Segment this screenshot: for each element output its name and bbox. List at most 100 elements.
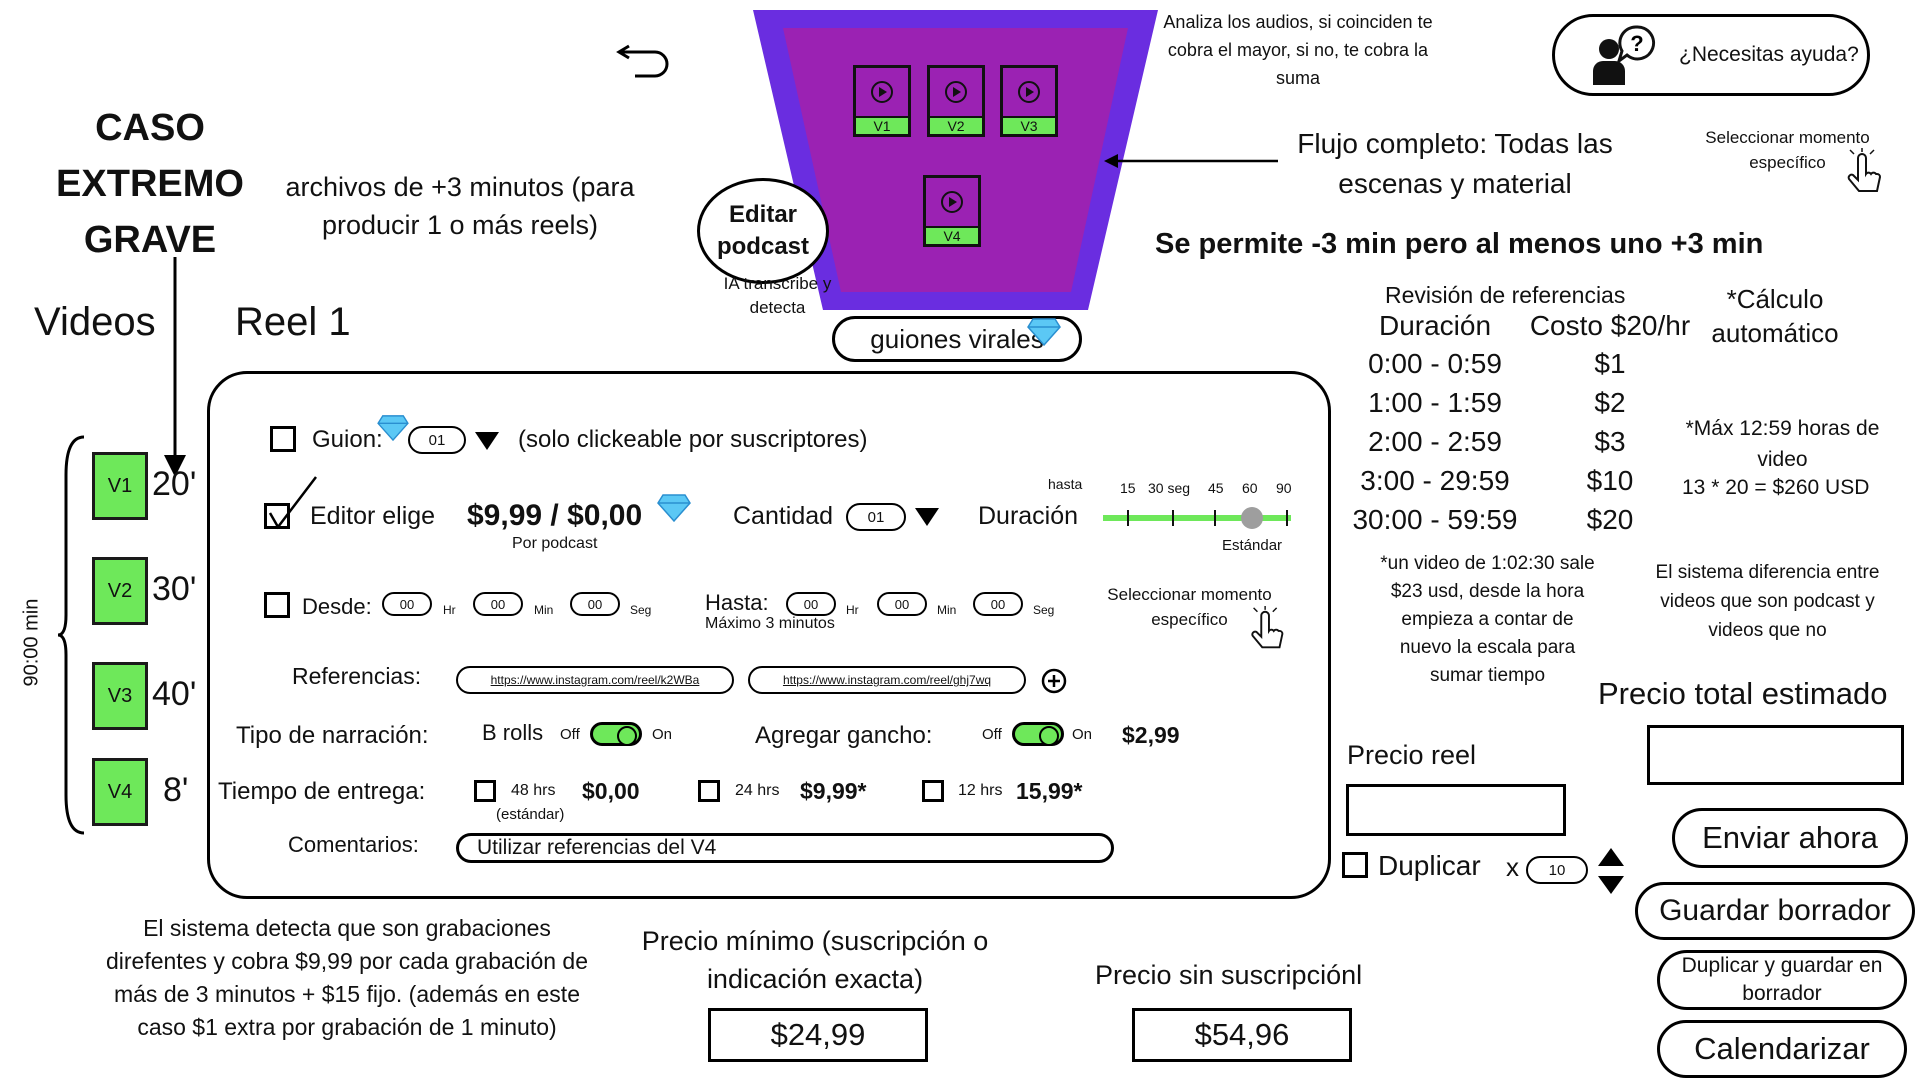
hook-price: $2,99 xyxy=(1122,722,1180,748)
editor-label: Editor elige xyxy=(310,502,436,530)
flow-note: Flujo completo: Todas las escenas y mate… xyxy=(1297,128,1613,199)
until-hr-input[interactable]: 00 xyxy=(786,592,836,616)
total-price-box xyxy=(1647,725,1904,785)
no-sub-label: Precio sin suscripciónl xyxy=(1095,960,1363,990)
quantity-label: Cantidad xyxy=(733,502,834,530)
svg-text:?: ? xyxy=(1630,31,1643,56)
send-now-button[interactable]: Enviar ahora xyxy=(1672,808,1908,868)
delivery-12-price: 15,99* xyxy=(1016,778,1083,804)
until-sub: Máximo 3 minutos xyxy=(705,615,835,632)
comments-input[interactable]: Utilizar referencias del V4 xyxy=(456,833,1114,863)
duration-slider-thumb[interactable] xyxy=(1241,507,1263,529)
audio-note: Analiza los audios, si coinciden te cobr… xyxy=(1163,12,1433,88)
duration-tick: 60 xyxy=(1242,480,1258,496)
play-icon xyxy=(1018,81,1040,103)
help-person-icon: ? xyxy=(1593,25,1656,85)
delivery-48-checkbox[interactable] xyxy=(474,780,496,802)
chevron-down-icon[interactable] xyxy=(914,506,940,528)
chevron-down-icon[interactable] xyxy=(474,430,500,452)
stepper-icon[interactable] xyxy=(1596,846,1626,896)
edit-podcast-button[interactable]: Editar podcast xyxy=(697,178,829,284)
max-note: *Máx 12:59 horas de video xyxy=(1685,417,1880,471)
duration-tick: 30 seg xyxy=(1148,480,1191,496)
rule-text: Se permite -3 min pero al menos uno +3 m… xyxy=(1155,228,1764,260)
until-label: Hasta: xyxy=(705,590,769,615)
pointer-hand-icon[interactable] xyxy=(1840,148,1890,198)
unit-min: Min xyxy=(534,603,554,617)
hook-label: Agregar gancho: xyxy=(755,722,933,749)
video-v4-duration: 8' xyxy=(163,771,189,809)
duration-until: hasta xyxy=(1048,476,1083,492)
guion-note: (solo clickeable por suscriptores) xyxy=(518,426,868,453)
play-icon xyxy=(941,191,963,213)
delivery-label: Tiempo de entrega: xyxy=(218,778,426,805)
quantity-value[interactable]: 01 xyxy=(846,503,906,531)
title-arrow xyxy=(164,257,186,477)
guion-checkbox[interactable] xyxy=(270,426,296,452)
help-button[interactable]: ? ¿Necesitas ayuda? xyxy=(1552,14,1870,96)
reel-price-label: Precio reel xyxy=(1347,740,1477,770)
from-seg-input[interactable]: 00 xyxy=(570,592,620,616)
from-hr-input[interactable]: 00 xyxy=(382,592,432,616)
delivery-24: 24 hrs xyxy=(735,782,780,799)
duplicate-x: x xyxy=(1506,852,1519,882)
diamond-icon xyxy=(657,494,691,523)
guion-quantity[interactable]: 01 xyxy=(408,426,466,454)
delivery-48-sub: (estándar) xyxy=(496,806,565,823)
reference-link-1[interactable]: https://www.instagram.com/reel/k2WBa xyxy=(456,666,734,694)
funnel-video-v2[interactable]: V2 xyxy=(927,65,985,137)
flow-arrow xyxy=(1104,154,1278,168)
auto-calc-note: *Cálculo automático xyxy=(1711,284,1839,348)
video-v3[interactable]: V3 xyxy=(92,662,148,730)
ai-note: IA transcribe y detecta xyxy=(723,274,832,317)
duration-tick: 45 xyxy=(1208,480,1224,496)
video-v2[interactable]: V2 xyxy=(92,557,148,625)
diamond-icon xyxy=(377,415,409,442)
reference-link-2[interactable]: https://www.instagram.com/reel/ghj7wq xyxy=(748,666,1026,694)
play-icon xyxy=(871,81,893,103)
delivery-24-price: $9,99* xyxy=(800,778,867,804)
system-diff-note: El sistema diferencia entre videos que s… xyxy=(1655,562,1880,641)
intro-note: archivos de +3 minutos (para producir 1 … xyxy=(285,172,635,240)
video-v1[interactable]: V1 xyxy=(92,452,148,520)
from-min-input[interactable]: 00 xyxy=(473,592,523,616)
refs-label: Referencias: xyxy=(292,663,422,689)
video-v2-duration: 30' xyxy=(152,570,197,608)
narration-label: Tipo de narración: xyxy=(236,722,429,749)
comments-label: Comentarios: xyxy=(288,832,419,857)
unit-hr: Hr xyxy=(443,603,456,617)
duplicate-count[interactable]: 10 xyxy=(1526,856,1588,884)
ref-review-footnote: *un video de 1:02:30 sale $23 usd, desde… xyxy=(1380,553,1595,686)
guion-label: Guion: xyxy=(312,426,383,453)
until-seg-input[interactable]: 00 xyxy=(973,592,1023,616)
schedule-button[interactable]: Calendarizar xyxy=(1657,1020,1907,1078)
duplicate-checkbox[interactable] xyxy=(1342,852,1368,878)
add-reference-icon[interactable] xyxy=(1040,667,1068,695)
funnel-video-v3[interactable]: V3 xyxy=(1000,65,1058,137)
ref-review-heading: Revisión de referencias xyxy=(1385,282,1626,308)
video-v4[interactable]: V4 xyxy=(92,758,148,826)
pointer-hand-icon[interactable] xyxy=(1244,606,1292,654)
back-arrow-icon[interactable] xyxy=(615,38,671,78)
select-moment-top: Seleccionar momento específico xyxy=(1705,128,1870,172)
until-min-input[interactable]: 00 xyxy=(877,592,927,616)
duration-slider-track[interactable] xyxy=(1103,510,1291,526)
unit-min: Min xyxy=(937,603,957,617)
videos-brace xyxy=(58,435,85,835)
video-v1-duration: 20' xyxy=(152,465,197,503)
save-draft-button[interactable]: Guardar borrador xyxy=(1635,882,1915,940)
hook-toggle[interactable] xyxy=(1012,722,1064,746)
unit-hr: Hr xyxy=(846,603,859,617)
reel-price-box xyxy=(1346,784,1566,836)
funnel-video-v4[interactable]: V4 xyxy=(923,175,981,247)
narration-toggle[interactable] xyxy=(590,722,642,746)
funnel-video-v1[interactable]: V1 xyxy=(853,65,911,137)
max-calc: 13 * 20 = $260 USD xyxy=(1682,476,1870,499)
from-checkbox[interactable] xyxy=(264,592,290,618)
unit-seg: Seg xyxy=(1033,603,1055,617)
delivery-24-checkbox[interactable] xyxy=(698,780,720,802)
case-title: CASO EXTREMO GRAVE xyxy=(56,107,244,261)
duplicate-save-button[interactable]: Duplicar y guardar en borrador xyxy=(1657,950,1907,1010)
videos-heading: Videos xyxy=(34,300,156,344)
delivery-12-checkbox[interactable] xyxy=(922,780,944,802)
